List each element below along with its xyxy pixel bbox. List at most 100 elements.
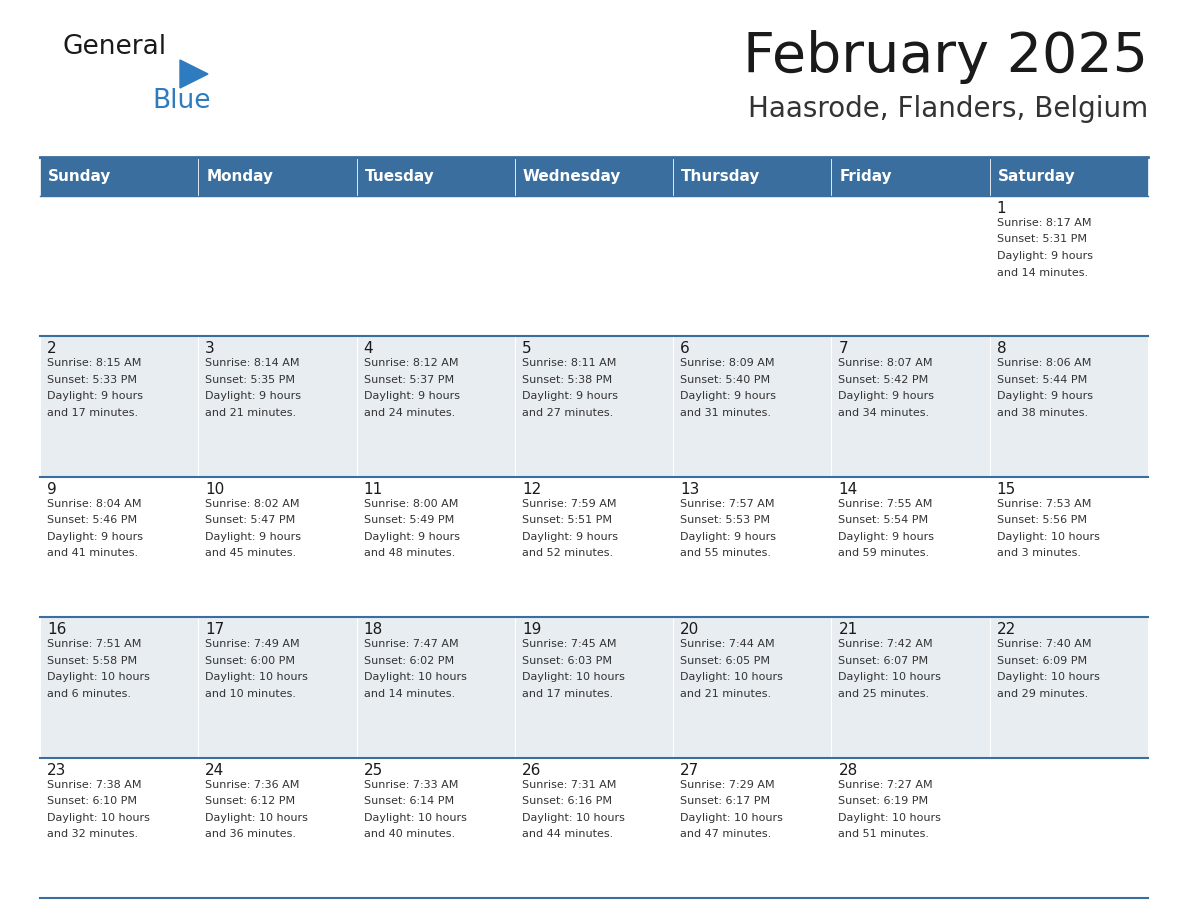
Text: Daylight: 10 hours: Daylight: 10 hours [48, 812, 150, 823]
Text: 9: 9 [48, 482, 57, 497]
Text: Sunset: 5:51 PM: Sunset: 5:51 PM [522, 515, 612, 525]
Text: and 45 minutes.: and 45 minutes. [206, 548, 297, 558]
Text: Sunrise: 7:57 AM: Sunrise: 7:57 AM [681, 498, 775, 509]
Text: Sunset: 5:44 PM: Sunset: 5:44 PM [997, 375, 1087, 385]
Text: Sunrise: 7:59 AM: Sunrise: 7:59 AM [522, 498, 617, 509]
Text: Daylight: 10 hours: Daylight: 10 hours [839, 672, 941, 682]
Text: and 3 minutes.: and 3 minutes. [997, 548, 1081, 558]
Text: 12: 12 [522, 482, 541, 497]
Text: Sunrise: 7:27 AM: Sunrise: 7:27 AM [839, 779, 933, 789]
Text: Sunset: 6:14 PM: Sunset: 6:14 PM [364, 796, 454, 806]
Text: and 59 minutes.: and 59 minutes. [839, 548, 929, 558]
Text: 22: 22 [997, 622, 1016, 637]
Text: 14: 14 [839, 482, 858, 497]
Text: Sunday: Sunday [48, 170, 112, 185]
Text: Sunrise: 8:14 AM: Sunrise: 8:14 AM [206, 358, 299, 368]
Text: Daylight: 9 hours: Daylight: 9 hours [48, 532, 143, 542]
Text: and 14 minutes.: and 14 minutes. [997, 267, 1088, 277]
Text: 2: 2 [48, 341, 57, 356]
Text: 27: 27 [681, 763, 700, 778]
Text: 7: 7 [839, 341, 848, 356]
Text: Sunrise: 7:44 AM: Sunrise: 7:44 AM [681, 639, 775, 649]
Text: and 27 minutes.: and 27 minutes. [522, 408, 613, 418]
Text: 25: 25 [364, 763, 383, 778]
Text: and 17 minutes.: and 17 minutes. [522, 688, 613, 699]
Text: Sunset: 6:00 PM: Sunset: 6:00 PM [206, 655, 296, 666]
Text: Daylight: 9 hours: Daylight: 9 hours [997, 251, 1093, 261]
Text: Sunset: 6:12 PM: Sunset: 6:12 PM [206, 796, 296, 806]
Text: 8: 8 [997, 341, 1006, 356]
Text: 16: 16 [48, 622, 67, 637]
Text: Sunrise: 7:45 AM: Sunrise: 7:45 AM [522, 639, 617, 649]
Text: Sunset: 6:19 PM: Sunset: 6:19 PM [839, 796, 929, 806]
Text: 10: 10 [206, 482, 225, 497]
Text: Daylight: 10 hours: Daylight: 10 hours [522, 672, 625, 682]
Bar [356, 476, 514, 617]
Bar [198, 196, 356, 336]
Text: Sunrise: 8:00 AM: Sunrise: 8:00 AM [364, 498, 457, 509]
Bar [40, 617, 198, 757]
Bar [990, 336, 1148, 476]
Text: Sunrise: 8:07 AM: Sunrise: 8:07 AM [839, 358, 933, 368]
Bar [198, 336, 356, 476]
Text: Daylight: 10 hours: Daylight: 10 hours [997, 672, 1100, 682]
Text: Sunrise: 7:49 AM: Sunrise: 7:49 AM [206, 639, 299, 649]
Text: and 34 minutes.: and 34 minutes. [839, 408, 929, 418]
Text: Daylight: 9 hours: Daylight: 9 hours [839, 391, 935, 401]
Bar [356, 336, 514, 476]
Text: and 48 minutes.: and 48 minutes. [364, 548, 455, 558]
Bar [674, 158, 832, 196]
Text: 23: 23 [48, 763, 67, 778]
Text: Sunset: 6:05 PM: Sunset: 6:05 PM [681, 655, 770, 666]
Text: and 10 minutes.: and 10 minutes. [206, 688, 296, 699]
Text: Sunrise: 7:40 AM: Sunrise: 7:40 AM [997, 639, 1092, 649]
Text: and 31 minutes.: and 31 minutes. [681, 408, 771, 418]
Text: and 47 minutes.: and 47 minutes. [681, 829, 771, 839]
Bar [990, 158, 1148, 196]
Bar [514, 476, 674, 617]
Text: Sunset: 6:10 PM: Sunset: 6:10 PM [48, 796, 137, 806]
Bar [674, 757, 832, 898]
Polygon shape [181, 60, 208, 88]
Bar [40, 158, 198, 196]
Bar [198, 476, 356, 617]
Bar [356, 158, 514, 196]
Text: Sunset: 5:42 PM: Sunset: 5:42 PM [839, 375, 929, 385]
Text: Sunset: 6:02 PM: Sunset: 6:02 PM [364, 655, 454, 666]
Text: Daylight: 9 hours: Daylight: 9 hours [839, 532, 935, 542]
Text: Sunset: 5:46 PM: Sunset: 5:46 PM [48, 515, 137, 525]
Bar [40, 196, 198, 336]
Bar [674, 617, 832, 757]
Bar [674, 336, 832, 476]
Text: Sunset: 6:07 PM: Sunset: 6:07 PM [839, 655, 929, 666]
Text: and 6 minutes.: and 6 minutes. [48, 688, 131, 699]
Text: Sunset: 5:37 PM: Sunset: 5:37 PM [364, 375, 454, 385]
Text: Sunrise: 7:29 AM: Sunrise: 7:29 AM [681, 779, 775, 789]
Bar [832, 158, 990, 196]
Text: 26: 26 [522, 763, 542, 778]
Bar [356, 617, 514, 757]
Text: and 38 minutes.: and 38 minutes. [997, 408, 1088, 418]
Text: and 24 minutes.: and 24 minutes. [364, 408, 455, 418]
Text: Daylight: 9 hours: Daylight: 9 hours [364, 391, 460, 401]
Text: Sunset: 5:58 PM: Sunset: 5:58 PM [48, 655, 137, 666]
Text: Sunrise: 8:06 AM: Sunrise: 8:06 AM [997, 358, 1091, 368]
Text: Daylight: 10 hours: Daylight: 10 hours [206, 672, 308, 682]
Text: Daylight: 10 hours: Daylight: 10 hours [681, 672, 783, 682]
Text: February 2025: February 2025 [742, 30, 1148, 84]
Text: 3: 3 [206, 341, 215, 356]
Text: Daylight: 10 hours: Daylight: 10 hours [364, 812, 467, 823]
Text: Sunrise: 7:55 AM: Sunrise: 7:55 AM [839, 498, 933, 509]
Text: Sunset: 5:31 PM: Sunset: 5:31 PM [997, 234, 1087, 244]
Text: 21: 21 [839, 622, 858, 637]
Text: Sunrise: 8:15 AM: Sunrise: 8:15 AM [48, 358, 141, 368]
Bar [198, 158, 356, 196]
Text: and 44 minutes.: and 44 minutes. [522, 829, 613, 839]
Bar [832, 617, 990, 757]
Text: Sunset: 5:49 PM: Sunset: 5:49 PM [364, 515, 454, 525]
Text: 17: 17 [206, 622, 225, 637]
Text: Daylight: 9 hours: Daylight: 9 hours [364, 532, 460, 542]
Text: 18: 18 [364, 622, 383, 637]
Text: Sunset: 6:03 PM: Sunset: 6:03 PM [522, 655, 612, 666]
Text: Daylight: 10 hours: Daylight: 10 hours [206, 812, 308, 823]
